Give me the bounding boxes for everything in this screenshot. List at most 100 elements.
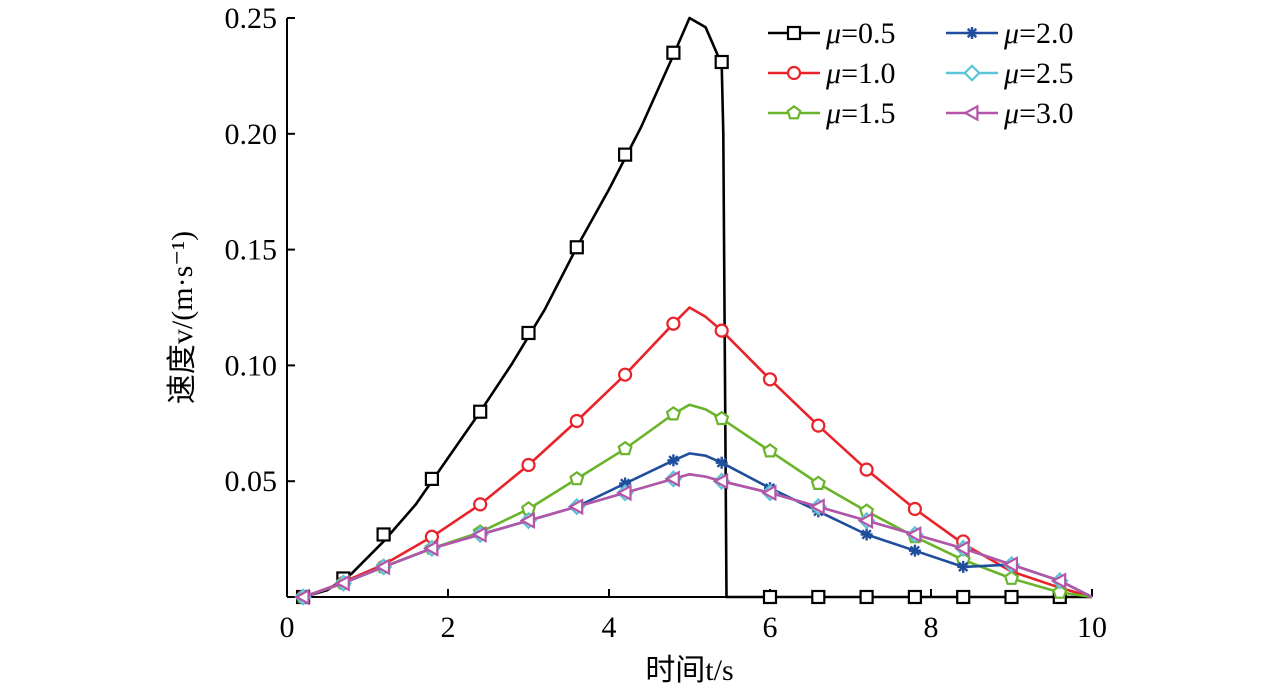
legend-label-symbol: μ bbox=[1003, 57, 1019, 90]
data-point-pentagon bbox=[714, 410, 730, 426]
data-point-triangle bbox=[761, 484, 777, 502]
data-point-square bbox=[786, 25, 802, 41]
legend-label-value: =0.5 bbox=[841, 17, 895, 50]
data-point-triangle bbox=[963, 104, 979, 122]
data-point-circle bbox=[811, 418, 826, 433]
data-point-triangle bbox=[712, 472, 729, 490]
data-point-pentagon bbox=[665, 406, 681, 421]
data-point-square bbox=[521, 325, 536, 341]
data-point-circle bbox=[569, 413, 584, 429]
data-point-square bbox=[956, 589, 971, 605]
star-stroke bbox=[861, 529, 872, 540]
data-point-pentagon bbox=[786, 105, 802, 120]
data-point-circle bbox=[617, 367, 633, 382]
data-point-square bbox=[859, 589, 874, 605]
x-tick-label: 4 bbox=[602, 611, 617, 644]
star-stroke bbox=[958, 561, 969, 572]
x-tick-label: 6 bbox=[763, 611, 778, 644]
data-point-star bbox=[966, 27, 978, 39]
data-point-pentagon bbox=[1052, 584, 1068, 599]
data-point-triangle bbox=[809, 498, 825, 516]
y-tick-label: 0.15 bbox=[225, 234, 278, 267]
data-point-triangle bbox=[423, 539, 439, 557]
data-point-star bbox=[908, 544, 921, 557]
data-point-square bbox=[762, 589, 778, 605]
data-point-triangle bbox=[567, 498, 584, 516]
data-point-triangle bbox=[664, 470, 680, 488]
data-point-square bbox=[473, 404, 488, 419]
series-line bbox=[302, 473, 1093, 599]
data-point-star bbox=[667, 454, 680, 467]
series-0 bbox=[296, 16, 1092, 605]
data-point-triangle bbox=[374, 558, 391, 576]
y-tick-label: 0.05 bbox=[225, 465, 278, 498]
data-point-triangle bbox=[519, 512, 536, 530]
legend-label-symbol: μ bbox=[1003, 97, 1019, 130]
data-point-square bbox=[569, 240, 584, 255]
series-line bbox=[302, 306, 1093, 599]
data-point-triangle bbox=[906, 526, 922, 543]
data-point-circle bbox=[666, 316, 681, 331]
legend-label: μ=2.5 bbox=[1003, 57, 1073, 90]
data-point-circle bbox=[786, 65, 802, 81]
data-point-pentagon bbox=[1003, 570, 1020, 585]
y-tick-label: 0.20 bbox=[225, 118, 278, 151]
legend-label: μ=2.0 bbox=[1003, 17, 1073, 50]
legend-label-value: =1.0 bbox=[841, 57, 895, 90]
legend-label: μ=0.5 bbox=[825, 17, 895, 50]
legend-label: μ=1.5 bbox=[825, 97, 895, 130]
axes: 0 2 4 6 8 10 0.05 0.10 0.15 0.20 0.25 时间t/s 速度v/(m·s… bbox=[166, 2, 1107, 687]
legend-item-4: μ=2.5 bbox=[946, 57, 1073, 90]
series-line bbox=[302, 16, 1092, 599]
data-point-pentagon bbox=[810, 475, 826, 490]
data-point-pentagon bbox=[617, 440, 633, 456]
series-5 bbox=[294, 470, 1093, 606]
x-axis-title: 时间t/s bbox=[645, 654, 733, 687]
y-tick-label: 0.10 bbox=[225, 349, 278, 382]
data-point-star bbox=[715, 456, 728, 469]
data-point-circle bbox=[473, 497, 488, 512]
data-point-diamond bbox=[963, 64, 981, 82]
legend-label: μ=3.0 bbox=[1003, 97, 1073, 130]
data-point-pentagon bbox=[569, 470, 585, 486]
legend-label-value: =3.0 bbox=[1019, 97, 1073, 130]
data-point-star bbox=[957, 560, 970, 573]
data-point-square bbox=[907, 589, 923, 605]
series-line bbox=[302, 403, 1093, 599]
data-point-circle bbox=[714, 323, 729, 338]
y-tick-label: 0.25 bbox=[225, 2, 278, 35]
star-stroke bbox=[909, 545, 920, 556]
data-point-circle bbox=[762, 372, 778, 387]
star-stroke bbox=[668, 455, 679, 466]
x-tick-label: 0 bbox=[280, 611, 295, 644]
data-point-star bbox=[860, 528, 873, 541]
data-point-square bbox=[1004, 589, 1019, 605]
star-stroke bbox=[620, 478, 631, 489]
data-point-square bbox=[376, 527, 391, 542]
x-tick-label: 10 bbox=[1077, 611, 1107, 644]
data-point-circle bbox=[859, 462, 874, 477]
y-axis-title: 速度v/(m·s⁻¹) bbox=[166, 231, 199, 404]
legend-label-symbol: μ bbox=[825, 97, 841, 130]
series-4 bbox=[294, 470, 1093, 606]
star-stroke bbox=[716, 457, 727, 468]
legend-label-symbol: μ bbox=[825, 17, 841, 50]
legend: μ=0.5μ=1.0μ=1.5μ=2.0μ=2.5μ=3.0 bbox=[768, 17, 1073, 130]
data-point-triangle bbox=[334, 574, 350, 592]
star-stroke bbox=[966, 27, 978, 39]
legend-label: μ=1.0 bbox=[825, 57, 895, 90]
data-point-square bbox=[666, 45, 681, 60]
x-tick-label: 8 bbox=[924, 611, 939, 644]
data-point-triangle bbox=[616, 484, 632, 502]
data-point-triangle bbox=[294, 588, 310, 606]
series-layer bbox=[294, 16, 1093, 606]
legend-label-symbol: μ bbox=[1003, 17, 1019, 50]
legend-label-symbol: μ bbox=[825, 57, 841, 90]
data-point-triangle bbox=[1050, 572, 1067, 590]
data-point-circle bbox=[521, 457, 536, 473]
data-point-triangle bbox=[857, 512, 874, 530]
data-point-square bbox=[424, 471, 439, 486]
data-point-triangle bbox=[954, 539, 970, 557]
x-tick-label: 2 bbox=[441, 611, 456, 644]
